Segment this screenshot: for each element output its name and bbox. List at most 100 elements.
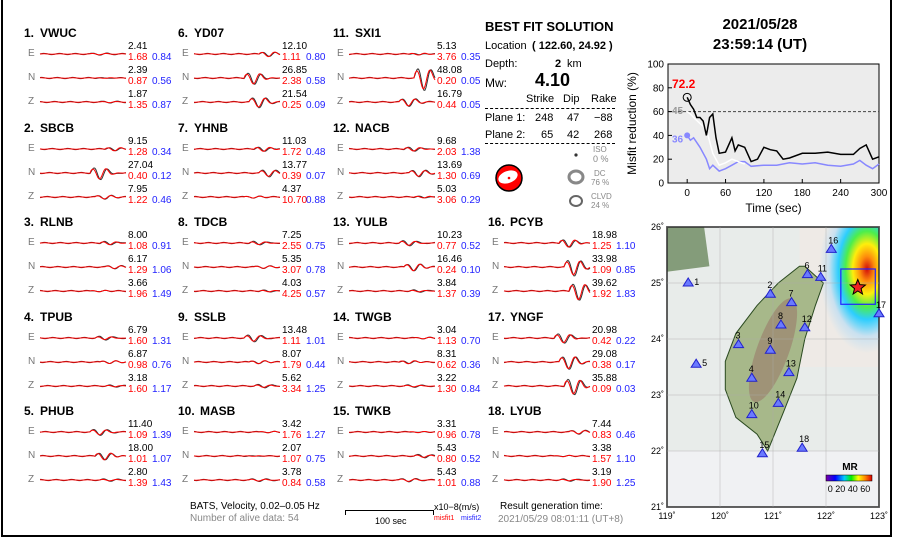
component-label: N bbox=[337, 167, 345, 178]
station-marker[interactable]: 15 bbox=[756, 440, 769, 458]
synthetic-waveform bbox=[349, 360, 435, 365]
y-tick-label: 20 bbox=[653, 155, 665, 166]
station-marker[interactable]: 16 bbox=[825, 235, 838, 253]
x-tick-label: 0 bbox=[684, 188, 690, 199]
y-tick-label: 60 bbox=[653, 107, 665, 118]
triangle-icon bbox=[745, 372, 758, 382]
synthetic-waveform bbox=[504, 379, 591, 395]
misfit2-value: 0.05 bbox=[461, 100, 481, 111]
station-marker[interactable]: 18 bbox=[796, 434, 809, 452]
misfit1-value: 1.35 bbox=[128, 100, 148, 111]
station-marker[interactable]: 11 bbox=[814, 263, 827, 281]
synthetic-waveform bbox=[194, 289, 280, 293]
triangle-icon bbox=[785, 296, 798, 307]
misfit2-value: 1.25 bbox=[306, 384, 326, 395]
plane2-dip: 42 bbox=[567, 129, 580, 141]
triangle-icon bbox=[873, 307, 885, 318]
station-marker[interactable]: 5 bbox=[690, 358, 707, 368]
component-label: E bbox=[337, 143, 344, 154]
synthetic-waveform bbox=[193, 241, 280, 245]
plane1-strike: 248 bbox=[535, 112, 554, 124]
china-coast bbox=[667, 227, 710, 272]
station-marker[interactable]: 13 bbox=[782, 359, 796, 377]
station-marker[interactable]: 8 bbox=[775, 311, 787, 329]
station-marker[interactable]: 3 bbox=[732, 331, 745, 349]
station-marker[interactable]: 9 bbox=[764, 336, 777, 354]
misfit2-value: 0.91 bbox=[152, 241, 172, 252]
misfit2-value: 1.43 bbox=[152, 478, 172, 489]
synthetic-waveform bbox=[39, 265, 127, 270]
component-label: Z bbox=[182, 380, 189, 391]
station-number: 15. bbox=[333, 404, 350, 418]
misfit1-value: 0.96 bbox=[437, 430, 457, 441]
peak-amplitude: 9.15 bbox=[128, 136, 148, 147]
misfit2-value: 1.06 bbox=[152, 265, 172, 276]
lat-tick-label: 26˚ bbox=[651, 222, 664, 232]
waveform-trace bbox=[193, 265, 281, 270]
station-number: 18. bbox=[488, 404, 505, 418]
peak-amplitude: 48.08 bbox=[437, 65, 463, 76]
misfit2-value: 0.57 bbox=[306, 289, 326, 300]
lat-tick-label: 21˚ bbox=[651, 502, 664, 512]
station-number: 11. bbox=[333, 26, 350, 40]
peak-amplitude: 6.79 bbox=[128, 325, 148, 336]
station-number-label: 4 bbox=[749, 364, 754, 374]
waveform-trace bbox=[39, 360, 127, 365]
component-label: Z bbox=[182, 474, 189, 485]
synthetic-waveform bbox=[194, 455, 280, 457]
misfit1-value: 0.98 bbox=[128, 360, 148, 371]
misfit1-value: 1.30 bbox=[437, 171, 457, 182]
triangle-icon bbox=[732, 338, 745, 349]
dc-value: 76 % bbox=[591, 178, 610, 187]
misfit2-value: 0.80 bbox=[306, 52, 326, 63]
station-number-label: 5 bbox=[702, 358, 707, 368]
station-marker[interactable]: 14 bbox=[772, 389, 785, 407]
misfit1-value: 2.03 bbox=[437, 147, 457, 158]
station-number: 10. bbox=[178, 404, 195, 418]
station-number-label: 12 bbox=[802, 314, 812, 324]
misfit1-value: 0.40 bbox=[128, 171, 148, 182]
station-marker[interactable]: 17 bbox=[873, 300, 886, 318]
misfit2-value: 0.58 bbox=[306, 478, 326, 489]
peak-amplitude: 5.43 bbox=[437, 467, 457, 478]
waveform-trace bbox=[348, 52, 436, 56]
peak-amplitude: 7.25 bbox=[282, 230, 302, 241]
synthetic-waveform bbox=[39, 429, 127, 436]
synthetic-waveform bbox=[349, 195, 436, 199]
component-label: Z bbox=[28, 191, 35, 202]
synthetic-waveform bbox=[349, 431, 436, 434]
synthetic-waveform bbox=[349, 147, 435, 152]
station-marker[interactable]: 2 bbox=[764, 280, 777, 298]
mechanism-graphics bbox=[495, 153, 585, 207]
station-number: 14. bbox=[333, 310, 350, 324]
component-label: E bbox=[182, 237, 189, 248]
waveform-trace bbox=[193, 51, 281, 58]
station-marker[interactable]: 7 bbox=[785, 289, 798, 307]
lat-tick-label: 23˚ bbox=[651, 390, 664, 400]
station-marker[interactable]: 1 bbox=[682, 277, 699, 287]
peak-amplitude: 16.79 bbox=[437, 89, 463, 100]
peak-amplitude: 3.66 bbox=[128, 278, 148, 289]
peak-amplitude: 39.62 bbox=[592, 278, 618, 289]
station-marker[interactable]: 4 bbox=[745, 364, 758, 382]
plane2-strike: 65 bbox=[541, 129, 554, 141]
misfit-reduction-chart: 0 20 40 60 80 100 0 60 120 180 240 300 Time (sec) Mis… bbox=[625, 60, 888, 216]
triangle-icon bbox=[764, 344, 777, 354]
station-marker[interactable]: 12 bbox=[798, 314, 812, 332]
station-map[interactable]: 119˚ 120˚ 121˚ 122˚ 123˚21˚22˚23˚24˚25˚26˚1 2… bbox=[640, 215, 890, 525]
triangle-icon bbox=[690, 358, 703, 368]
waveform-trace bbox=[348, 146, 436, 152]
y-axis-label: Misfit reduction (%) bbox=[625, 72, 639, 175]
station-marker[interactable]: 10 bbox=[745, 401, 759, 419]
depth-value: 2 bbox=[555, 58, 562, 70]
waveform-trace bbox=[503, 239, 591, 248]
lat-tick-label: 22˚ bbox=[651, 446, 664, 456]
waveform-trace bbox=[39, 167, 127, 181]
misfit2-value: 0.03 bbox=[616, 384, 636, 395]
station-marker[interactable]: 6 bbox=[801, 261, 814, 279]
component-label: N bbox=[182, 261, 190, 272]
waveform-trace bbox=[193, 195, 281, 199]
waveform-trace bbox=[503, 283, 591, 301]
station-name: TWKB bbox=[355, 404, 391, 418]
station-number: 9. bbox=[178, 310, 189, 324]
